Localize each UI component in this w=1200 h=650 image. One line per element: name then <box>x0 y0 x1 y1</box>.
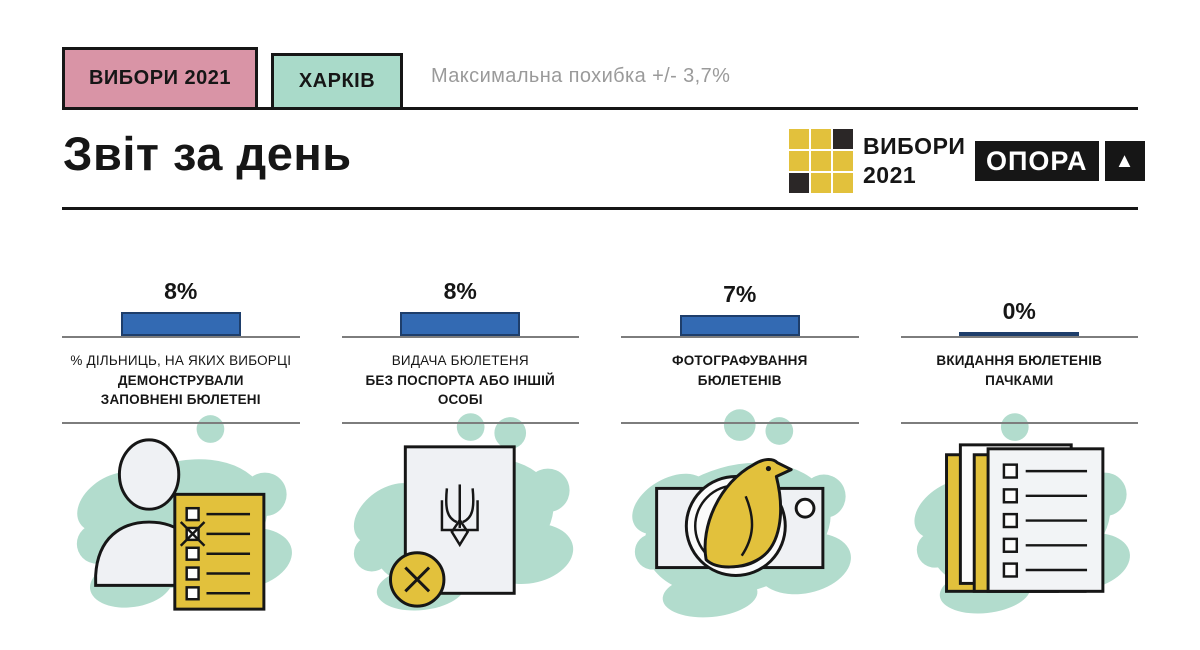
grid-cell-gold <box>811 173 831 193</box>
stat-column-no-passport: 8% ВИДАЧА БЮЛЕТЕНЯ БЕЗ ПОСПОРТА АБО ІНШІ… <box>341 278 580 629</box>
illustration-wrap <box>342 413 580 629</box>
stat-column-photographing: 7% ФОТОГРАФУВАННЯ БЮЛЕТЕНІВ <box>621 278 859 629</box>
stat-labels: ВИДАЧА БЮЛЕТЕНЯ БЕЗ ПОСПОРТА АБО ІНШІЙ О… <box>342 338 580 422</box>
percent-value: 7% <box>723 281 757 307</box>
grid-cell-gold <box>833 151 853 171</box>
grid-cell-gold <box>789 129 809 149</box>
stat-label: ФОТОГРАФУВАННЯ БЮЛЕТЕНІВ <box>671 353 808 388</box>
stat-column-ballot-stuffing: 0% ВКИДАННЯ БЮЛЕТЕНІВ ПАЧКАМИ <box>900 278 1139 629</box>
stat-label: БЕЗ ПОСПОРТА АБО ІНШІЙ ОСОБІ <box>365 372 555 408</box>
vybory-logo-line1: ВИБОРИ <box>863 133 966 159</box>
percent-value: 0% <box>1002 298 1036 324</box>
camera-bird-icon <box>632 409 851 618</box>
illustration-wrap <box>62 415 300 629</box>
grid-cell-gold <box>811 129 831 149</box>
grid-cell-dark <box>789 173 809 193</box>
header-rule <box>62 107 1138 110</box>
header-tags: ВИБОРИ 2021 ХАРКІВ Максимальна похибка +… <box>62 47 730 110</box>
title-rule <box>62 207 1138 210</box>
label-divider <box>900 422 1138 424</box>
max-error-note: Максимальна похибка +/- 3,7% <box>431 65 731 87</box>
bar-zone: 0% <box>901 278 1139 336</box>
city-tag-label: ХАРКІВ <box>298 70 376 92</box>
axis-baseline <box>341 336 579 338</box>
axis-baseline <box>621 336 859 338</box>
label-divider <box>621 422 859 424</box>
bar <box>400 312 521 336</box>
opora-logo-label: ОПОРА <box>975 141 1099 181</box>
stats-row: 8% % ДІЛЬНИЦЬ, НА ЯКИХ ВИБОРЦІ ДЕМОНСТРУ… <box>62 278 1138 629</box>
bar <box>120 312 241 336</box>
bar-zone: 8% <box>342 278 580 336</box>
opora-triangle-icon: ▲ <box>1104 141 1145 181</box>
label-divider <box>341 422 579 424</box>
grid-cell-gold <box>833 173 853 193</box>
percent-value: 8% <box>164 278 198 304</box>
ballot-without-passport-icon <box>353 413 573 611</box>
stat-label: ВКИДАННЯ БЮЛЕТЕНІВ ПАЧКАМИ <box>936 353 1103 388</box>
stat-sublabel: % ДІЛЬНИЦЬ, НА ЯКИХ ВИБОРЦІ <box>70 353 292 368</box>
page-title: Звіт за день <box>63 127 352 180</box>
stat-label: ДЕМОНСТРУВАЛИ ЗАПОВНЕНІ БЮЛЕТЕНІ <box>100 372 261 408</box>
stat-sublabel: ВИДАЧА БЮЛЕТЕНЯ <box>391 353 529 368</box>
election-tag: ВИБОРИ 2021 <box>62 47 258 110</box>
ballot-stack-icon <box>913 413 1130 614</box>
vybory-logo-text: ВИБОРИ 2021 <box>863 132 965 190</box>
bar-zone: 8% <box>62 278 300 336</box>
vybory-grid-logo-icon <box>789 129 853 193</box>
stat-labels: ФОТОГРАФУВАННЯ БЮЛЕТЕНІВ <box>621 338 859 422</box>
illustration-wrap <box>621 409 859 629</box>
bar <box>959 332 1080 336</box>
election-tag-label: ВИБОРИ 2021 <box>88 67 231 89</box>
label-divider <box>62 422 300 424</box>
opora-logo: ОПОРА ▲ <box>975 141 1145 181</box>
grid-cell-dark <box>833 129 853 149</box>
grid-cell-gold <box>811 151 831 171</box>
grid-cell-gold <box>789 151 809 171</box>
stat-column-showing-ballots: 8% % ДІЛЬНИЦЬ, НА ЯКИХ ВИБОРЦІ ДЕМОНСТРУ… <box>62 278 300 629</box>
vybory-logo-line2: 2021 <box>863 161 917 188</box>
axis-baseline <box>62 336 300 338</box>
city-tag: ХАРКІВ <box>271 53 403 110</box>
stat-labels: ВКИДАННЯ БЮЛЕТЕНІВ ПАЧКАМИ <box>901 338 1139 422</box>
percent-value: 8% <box>443 278 477 304</box>
bar <box>679 315 800 336</box>
stat-labels: % ДІЛЬНИЦЬ, НА ЯКИХ ВИБОРЦІ ДЕМОНСТРУВАЛ… <box>62 338 300 422</box>
axis-baseline <box>900 336 1138 338</box>
vybory-2021-logo: ВИБОРИ 2021 <box>789 129 965 193</box>
voter-showing-ballot-icon <box>76 415 292 611</box>
illustration-wrap <box>901 413 1139 629</box>
bar-zone: 7% <box>621 278 859 336</box>
